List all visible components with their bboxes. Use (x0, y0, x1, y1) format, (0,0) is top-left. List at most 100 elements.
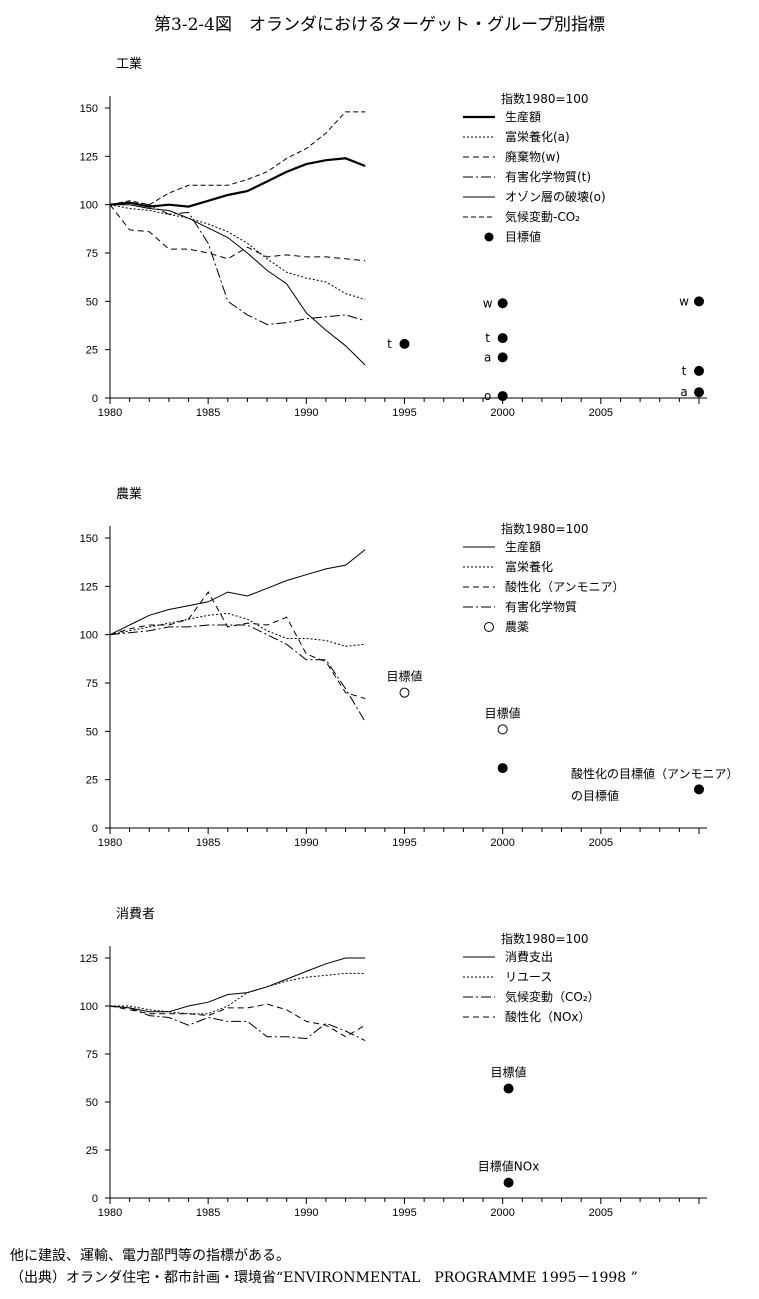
legend-label: 気候変動（CO₂） (505, 989, 600, 1004)
series-line (110, 204, 366, 366)
y-tick-label: 0 (92, 1193, 98, 1205)
target-label: t (387, 337, 392, 351)
x-tick-label: 1985 (196, 407, 220, 419)
y-tick-label: 75 (86, 248, 98, 260)
target-label: a (484, 350, 491, 364)
y-tick-label: 125 (80, 151, 98, 163)
footer-source: （出典）オランダ住宅・都市計画・環境省“ENVIRONMENTAL PROGRA… (10, 1270, 638, 1286)
x-tick-label: 2000 (490, 407, 514, 419)
series-line (109, 612, 366, 647)
x-tick-label: 2005 (589, 407, 613, 419)
legend-label: 農薬 (505, 620, 529, 634)
industry-chart: 工業 0 25 50 75 100 125 150 1980 1985 1990 1995 2000 20… (80, 56, 707, 419)
footer-note: 他に建設、運輸、電力部門等の指標がある。 (10, 1248, 290, 1264)
x-tick-label: 1990 (294, 407, 318, 419)
x-tick-label: 1980 (98, 1207, 122, 1219)
target-label: 目標値 (491, 1065, 527, 1080)
series-line (110, 972, 366, 1015)
x-tick-label: 2005 (589, 1207, 613, 1219)
legend-label: 有害化学物質 (505, 599, 577, 614)
legend-label: 生産額 (505, 539, 541, 554)
legend-header: 指数1980=100 (501, 521, 589, 536)
y-tick-label: 100 (80, 1001, 98, 1013)
annotation-line1: 酸性化の目標値（アンモニア） (571, 766, 739, 781)
x-tick-label: 1995 (392, 1207, 416, 1219)
x-tick-label: 2005 (589, 837, 613, 849)
x-tick-label: 1980 (98, 837, 122, 849)
legend-label: 生産額 (505, 109, 541, 124)
legend-label: 消費支出 (505, 949, 553, 964)
y-tick-label: 75 (86, 1049, 98, 1061)
series-line (109, 549, 366, 636)
legend-label: 目標値 (505, 229, 541, 244)
x-tick-label: 1990 (294, 837, 318, 849)
legend-label: 廃棄物(w) (505, 149, 560, 164)
series-line (109, 1005, 366, 1042)
target-label: t (682, 364, 687, 378)
legend-label: リユース (505, 970, 552, 984)
series-line (109, 111, 366, 206)
target-label: 目標値NOx (478, 1159, 540, 1174)
panel-title: 工業 (116, 56, 142, 72)
panel-title: 農業 (116, 486, 142, 502)
target-label: w (483, 296, 493, 310)
x-tick-label: 1985 (196, 837, 220, 849)
y-tick-label: 0 (92, 823, 98, 835)
y-tick-label: 75 (86, 678, 98, 690)
legend-marker (484, 622, 494, 632)
legend-label: 富栄養化(a) (505, 129, 570, 144)
target-label: 目標値 (485, 705, 521, 720)
annotation-line2: の目標値 (571, 788, 619, 803)
target-point (399, 338, 410, 349)
target-point (497, 391, 508, 402)
y-tick-label: 50 (86, 726, 98, 738)
series-line (109, 157, 366, 208)
y-tick-label: 50 (86, 1097, 98, 1109)
y-tick-label: 25 (86, 775, 98, 787)
y-tick-label: 0 (92, 393, 98, 405)
target-point (694, 296, 704, 307)
target-label: t (485, 331, 490, 345)
series-line (109, 1003, 366, 1038)
target-label: a (680, 385, 687, 399)
target-point (503, 1083, 514, 1094)
legend-label: 酸性化（アンモニア） (505, 579, 625, 594)
target-point (503, 1177, 514, 1188)
target-label: 目標値 (386, 669, 422, 684)
consumer-chart: 消費者 0 25 50 75 100 125 1980 1985 1990 1995 2000 2005… (80, 907, 707, 1219)
legend-marker (484, 232, 494, 242)
legend-header: 指数1980=100 (501, 91, 589, 106)
target-label: o (484, 389, 491, 403)
y-tick-label: 25 (86, 345, 98, 357)
series-line (109, 957, 366, 1013)
agriculture-chart: 農業 0 25 50 75 100 125 150 1980 1985 1990 1995 2000 20… (80, 486, 739, 849)
legend-header: 指数1980=100 (501, 931, 589, 946)
target-point (497, 333, 508, 344)
target-point (497, 763, 508, 774)
x-tick-label: 1990 (294, 1207, 318, 1219)
target-point (694, 365, 704, 376)
y-tick-label: 25 (86, 1145, 98, 1157)
legend-label: 有害化学物質(t) (505, 169, 591, 184)
y-tick-label: 150 (80, 533, 98, 545)
series-line (109, 202, 366, 326)
target-point (497, 352, 508, 363)
legend-label: オゾン層の破壊(o) (505, 189, 606, 204)
target-point (497, 724, 508, 735)
series-line (109, 624, 366, 722)
x-tick-label: 2000 (490, 837, 514, 849)
target-point (694, 784, 704, 795)
y-tick-label: 100 (80, 630, 98, 642)
series-line (109, 204, 366, 262)
x-tick-label: 1980 (98, 407, 122, 419)
series-line (109, 591, 366, 699)
y-tick-label: 100 (80, 200, 98, 212)
target-point (497, 298, 508, 309)
page-title: 第3-2-4図 オランダにおけるターゲット・グループ別指標 (154, 15, 605, 35)
x-tick-label: 1995 (392, 407, 416, 419)
panel-title: 消費者 (116, 907, 155, 922)
x-tick-label: 2000 (490, 1207, 514, 1219)
legend-label: 富栄養化 (505, 559, 553, 574)
y-tick-label: 125 (80, 581, 98, 593)
target-point (399, 687, 410, 698)
